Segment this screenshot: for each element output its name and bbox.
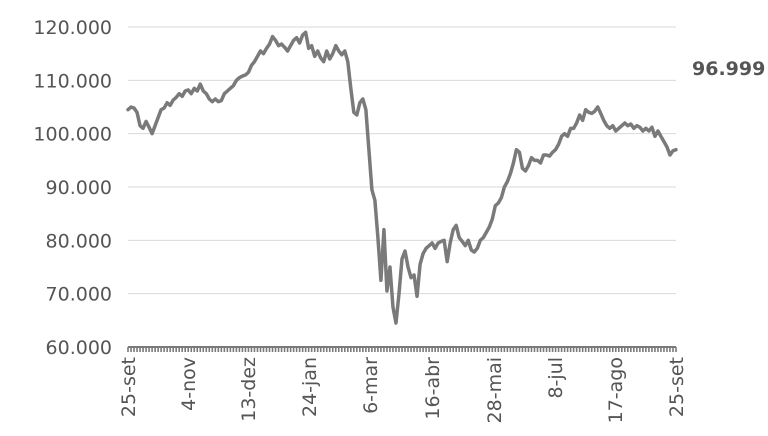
x-axis (127, 346, 677, 352)
y-tick-label: 110.000 (33, 70, 112, 92)
x-tick-label: 17-ago (605, 357, 627, 423)
x-tick-label: 4-nov (178, 357, 200, 411)
y-tick-label: 60.000 (46, 337, 112, 359)
gridlines (128, 26, 676, 295)
y-tick-label: 100.000 (33, 124, 112, 146)
x-tick-label: 8-jul (545, 357, 567, 399)
x-tick-label: 24-jan (299, 357, 321, 417)
y-tick-label: 120.000 (33, 17, 112, 39)
x-tick-label: 28-mai (484, 357, 506, 423)
y-tick-label: 90.000 (46, 177, 112, 199)
end-value-label: 96.999 (692, 58, 765, 80)
x-tick-label: 16-abr (422, 357, 444, 420)
x-axis-tick-labels: 25-set 4-nov 13-dez 24-jan 6-mar 16-abr 28-mai… (118, 357, 688, 424)
y-tick-label: 70.000 (46, 284, 112, 306)
x-tick-label: 25-set (666, 357, 688, 417)
y-tick-label: 80.000 (46, 230, 112, 252)
series-line (126, 30, 678, 325)
x-tick-label: 6-mar (360, 357, 382, 414)
y-axis-tick-labels: 60.000 70.000 80.000 90.000 100.000 110.000 12… (33, 17, 112, 359)
x-tick-label: 25-set (118, 357, 140, 417)
x-tick-label: 13-dez (238, 357, 260, 422)
